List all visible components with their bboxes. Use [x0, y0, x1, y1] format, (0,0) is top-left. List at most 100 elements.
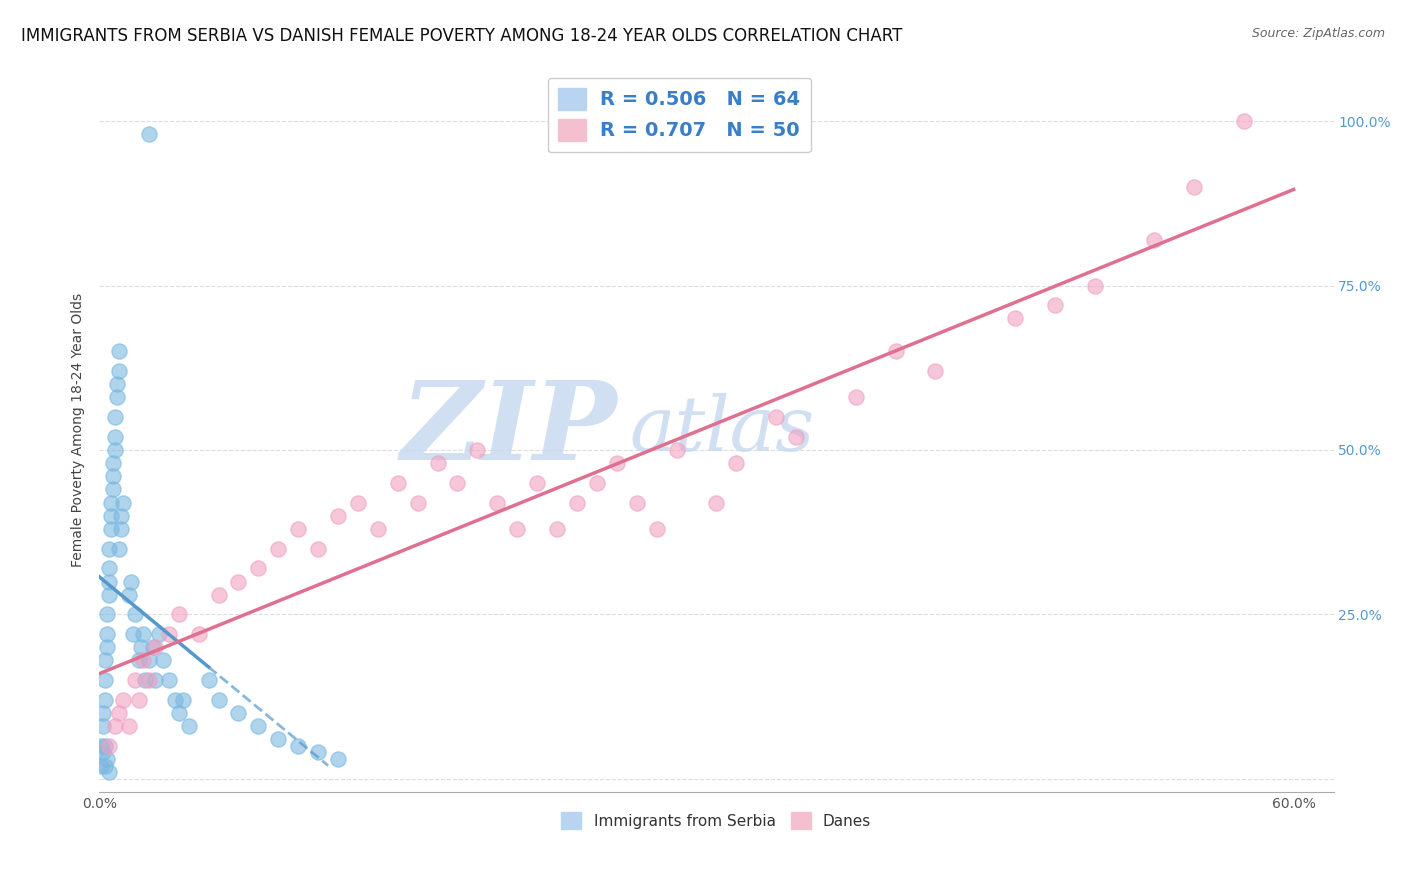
Point [347, 495, 370, 509]
Point [132, 627, 155, 641]
Point [132, 653, 155, 667]
Point [142, 640, 165, 655]
Point [104, 442, 127, 457]
Point [267, 541, 290, 556]
Point [91, 706, 114, 720]
Point [100, 522, 122, 536]
Point [110, 522, 132, 536]
Point [96, 627, 118, 641]
Point [287, 522, 309, 536]
Point [101, 456, 124, 470]
Point [247, 561, 270, 575]
Point [108, 344, 131, 359]
Point [177, 719, 200, 733]
Point [110, 508, 132, 523]
Point [104, 410, 127, 425]
Point [128, 653, 150, 667]
Point [152, 653, 174, 667]
Point [287, 739, 309, 753]
Point [606, 456, 628, 470]
Point [138, 653, 160, 667]
Point [228, 574, 250, 589]
Point [626, 495, 648, 509]
Point [765, 410, 787, 425]
Point [94, 693, 117, 707]
Point [565, 495, 588, 509]
Point [96, 640, 118, 655]
Point [118, 719, 141, 733]
Point [845, 390, 868, 404]
Point [124, 673, 146, 688]
Point [98, 574, 121, 589]
Point [725, 456, 748, 470]
Point [157, 627, 180, 641]
Point [96, 607, 118, 622]
Point [167, 706, 190, 720]
Point [143, 640, 166, 655]
Point [98, 739, 121, 753]
Point [111, 693, 134, 707]
Point [94, 673, 117, 688]
Point [138, 673, 160, 688]
Point [91, 719, 114, 733]
Point [586, 475, 609, 490]
Point [924, 364, 946, 378]
Legend: Immigrants from Serbia, Danes: Immigrants from Serbia, Danes [555, 806, 877, 835]
Point [187, 627, 209, 641]
Point [129, 640, 152, 655]
Point [446, 475, 468, 490]
Text: atlas: atlas [630, 393, 815, 467]
Point [1143, 233, 1166, 247]
Point [486, 495, 509, 509]
Point [98, 765, 121, 780]
Point [1004, 311, 1026, 326]
Point [138, 128, 160, 142]
Point [307, 746, 329, 760]
Point [267, 732, 290, 747]
Point [94, 653, 117, 667]
Point [406, 495, 429, 509]
Point [1182, 180, 1205, 194]
Point [526, 475, 548, 490]
Point [105, 377, 128, 392]
Point [665, 442, 688, 457]
Point [387, 475, 409, 490]
Point [104, 430, 127, 444]
Point [326, 752, 349, 766]
Point [118, 588, 141, 602]
Point [101, 483, 124, 497]
Point [506, 522, 529, 536]
Point [94, 739, 117, 753]
Text: IMMIGRANTS FROM SERBIA VS DANISH FEMALE POVERTY AMONG 18-24 YEAR OLDS CORRELATIO: IMMIGRANTS FROM SERBIA VS DANISH FEMALE … [21, 27, 903, 45]
Point [98, 541, 121, 556]
Point [96, 752, 118, 766]
Point [228, 706, 250, 720]
Point [197, 673, 219, 688]
Point [108, 706, 131, 720]
Point [645, 522, 668, 536]
Point [134, 673, 156, 688]
Point [247, 719, 270, 733]
Point [104, 719, 127, 733]
Point [94, 758, 117, 772]
Point [546, 522, 568, 536]
Point [100, 495, 122, 509]
Point [884, 344, 907, 359]
Point [163, 693, 186, 707]
Point [207, 588, 229, 602]
Point [143, 673, 166, 688]
Point [704, 495, 727, 509]
Point [207, 693, 229, 707]
Text: ZIP: ZIP [401, 376, 617, 484]
Point [100, 508, 122, 523]
Point [326, 508, 349, 523]
Point [1084, 278, 1107, 293]
Point [172, 693, 194, 707]
Point [98, 561, 121, 575]
Y-axis label: Female Poverty Among 18-24 Year Olds: Female Poverty Among 18-24 Year Olds [72, 293, 86, 567]
Point [124, 607, 146, 622]
Point [367, 522, 389, 536]
Point [426, 456, 449, 470]
Point [98, 588, 121, 602]
Point [90, 758, 112, 772]
